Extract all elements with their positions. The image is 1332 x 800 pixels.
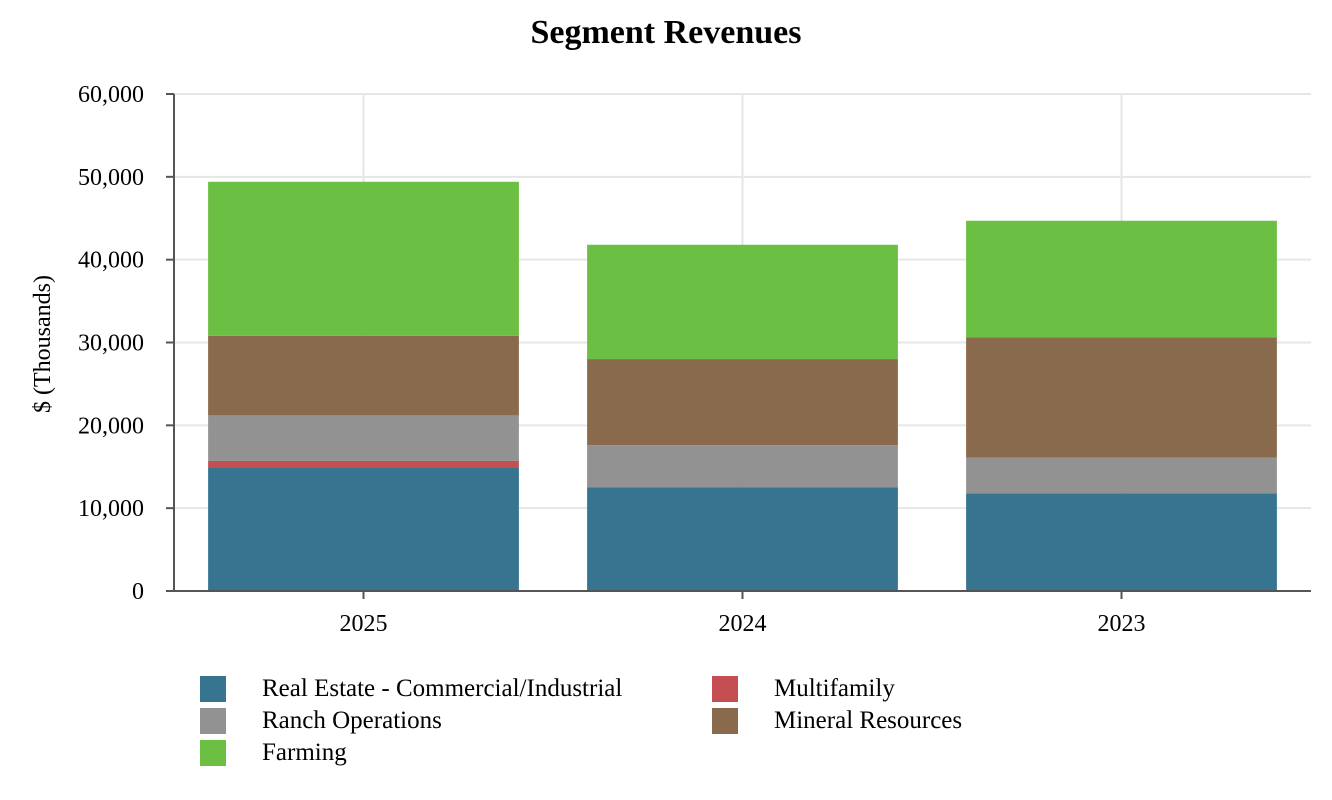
legend-item-multifamily: Multifamily: [712, 675, 895, 703]
legend-label: Farming: [262, 739, 347, 766]
legend-label: Mineral Resources: [774, 707, 963, 734]
bar-segment: [587, 445, 898, 488]
y-tick-label: 0: [132, 579, 144, 605]
legend-item-real-estate: Real Estate - Commercial/Industrial: [200, 675, 622, 703]
legend-swatch: [712, 676, 738, 702]
bar-segment: [587, 359, 898, 446]
legend-item-farming: Farming: [200, 739, 347, 767]
bar-segment: [966, 457, 1277, 494]
y-tick-label: 60,000: [78, 82, 144, 108]
legend-swatch: [200, 676, 226, 702]
x-tick-labels: 2025 2024 2023: [340, 591, 1146, 637]
bars: [208, 181, 1277, 591]
bar-segment: [587, 487, 898, 591]
legend-item-mineral-resources: Mineral Resources: [712, 707, 962, 735]
x-tick-label: 2024: [719, 611, 767, 637]
y-tick-label: 10,000: [78, 496, 144, 522]
y-tick-label: 20,000: [78, 413, 144, 439]
bar-segment: [966, 337, 1277, 458]
bar-segment: [966, 493, 1277, 591]
y-tick-labels: 0 10,000 20,000 30,000 40,000 50,000 60,000: [78, 82, 174, 605]
chart-title: Segment Revenues: [530, 14, 802, 51]
legend-swatch: [200, 708, 226, 734]
x-tick-label: 2023: [1098, 611, 1146, 637]
bar-segment: [208, 467, 519, 591]
bar-segment: [208, 181, 519, 336]
bar-segment: [587, 244, 898, 360]
y-tick-label: 40,000: [78, 248, 144, 274]
legend-swatch: [712, 708, 738, 734]
y-tick-label: 50,000: [78, 165, 144, 191]
bar-segment: [208, 415, 519, 461]
legend-swatch: [200, 740, 226, 766]
bar-segment: [208, 335, 519, 416]
x-tick-label: 2025: [340, 611, 388, 637]
bar-segment: [966, 220, 1277, 338]
legend-item-ranch-operations: Ranch Operations: [200, 707, 442, 735]
legend-label: Ranch Operations: [262, 707, 442, 734]
y-tick-label: 30,000: [78, 331, 144, 357]
legend-label: Real Estate - Commercial/Industrial: [262, 675, 623, 702]
y-axis-title: $ (Thousands): [30, 275, 56, 413]
bar-segment: [208, 460, 519, 468]
legend-label: Multifamily: [774, 675, 895, 702]
